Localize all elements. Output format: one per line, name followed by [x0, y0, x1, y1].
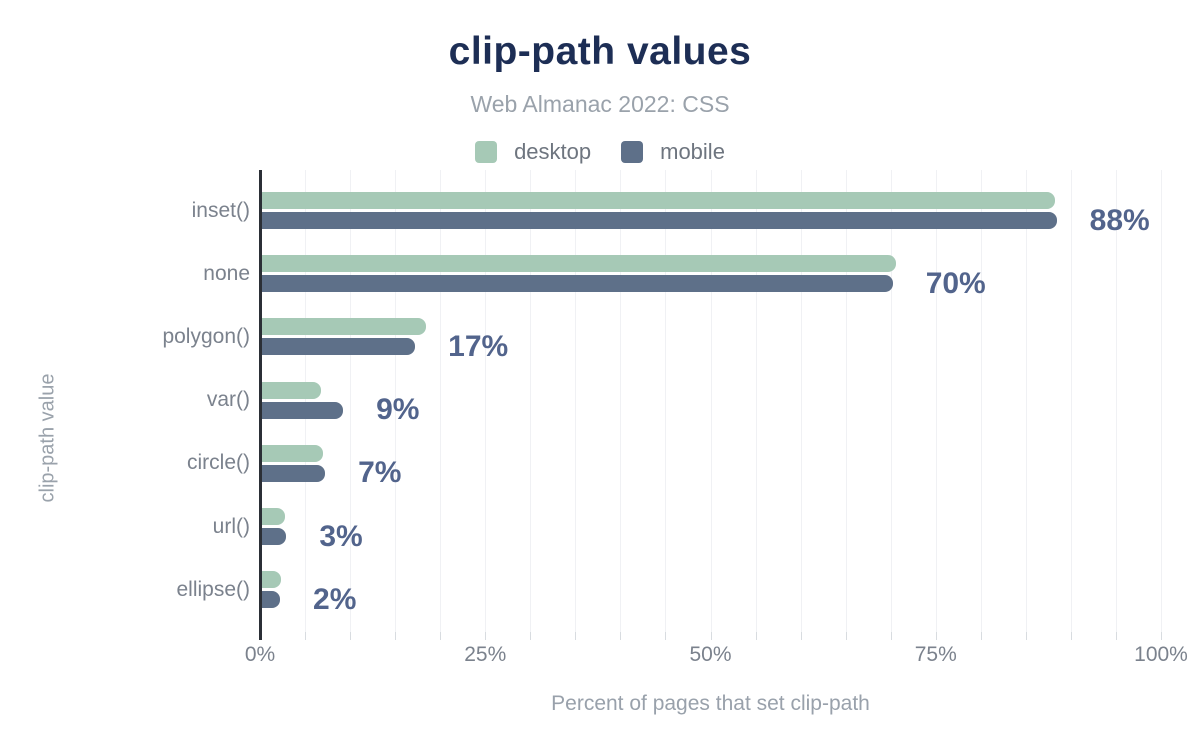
bar-mobile-inset() [262, 212, 1057, 229]
axis-tick [350, 632, 352, 640]
axis-tick [305, 632, 307, 640]
gridline [890, 170, 892, 632]
gridline [350, 170, 352, 632]
axis-tick [530, 632, 532, 640]
bar-desktop-var() [262, 381, 321, 399]
bar-mobile-polygon() [262, 338, 416, 356]
axis-tick [935, 632, 937, 640]
gridline [440, 170, 442, 632]
legend-label: mobile [660, 139, 725, 164]
value-label: 3% [319, 519, 363, 553]
x-tick-label: 75% [914, 643, 957, 666]
category-label: circle() [187, 451, 250, 475]
axis-tick [575, 632, 577, 640]
x-tick-label: 100% [1134, 643, 1188, 666]
chart-subtitle: Web Almanac 2022: CSS [470, 91, 730, 117]
gridline [530, 170, 532, 632]
gridline [1161, 170, 1162, 632]
value-label: 2% [313, 582, 357, 616]
gridline [1070, 170, 1072, 632]
category-label: ellipse() [176, 577, 250, 601]
y-axis-line [259, 170, 262, 640]
axis-tick [1070, 632, 1072, 640]
gridline [305, 170, 307, 632]
bar-mobile-ellipse() [262, 591, 281, 609]
x-axis-title: Percent of pages that set clip-path [551, 692, 870, 715]
axis-tick [485, 632, 487, 640]
value-label: 70% [925, 266, 986, 300]
gridline [755, 170, 757, 632]
gridline [575, 170, 577, 632]
bar-desktop-url() [262, 508, 285, 525]
axis-tick [845, 632, 847, 640]
axis-tick [620, 632, 622, 640]
gridline [935, 170, 937, 632]
bar-desktop-ellipse() [262, 571, 281, 589]
category-label: url() [212, 514, 250, 538]
value-label: 7% [358, 456, 402, 490]
axis-tick [440, 632, 442, 640]
bar-desktop-circle() [262, 444, 324, 462]
bar-mobile-url() [262, 528, 287, 545]
bar-mobile-var() [262, 401, 344, 419]
x-tick-label: 0% [244, 643, 276, 666]
gridline [395, 170, 397, 632]
category-label: var() [206, 388, 250, 412]
category-label: polygon() [162, 324, 250, 348]
gridline [800, 170, 802, 632]
legend-swatch-desktop [475, 141, 498, 163]
axis-tick [1025, 632, 1027, 640]
legend-label: desktop [514, 139, 592, 164]
axis-tick [1115, 632, 1117, 640]
gridline [1025, 170, 1027, 632]
axis-tick [800, 632, 802, 640]
category-label: inset() [191, 198, 250, 222]
axis-tick [1161, 632, 1162, 640]
bar-desktop-inset() [262, 192, 1055, 209]
bar-desktop-polygon() [262, 318, 426, 336]
legend-item-mobile: mobile [621, 139, 725, 165]
gridline [665, 170, 667, 632]
bar-desktop-none [262, 255, 897, 273]
axis-tick [665, 632, 667, 640]
bar-mobile-circle() [262, 464, 326, 482]
bar-mobile-none [262, 275, 893, 293]
gridline [620, 170, 622, 632]
axis-tick [755, 632, 757, 640]
gridline [710, 170, 712, 632]
value-label: 17% [448, 329, 509, 363]
value-label: 88% [1089, 203, 1150, 237]
chart-title: clip-path values [448, 30, 752, 73]
gridline [1115, 170, 1117, 632]
axis-tick [395, 632, 397, 640]
axis-tick [980, 632, 982, 640]
legend: desktop mobile [0, 139, 1200, 165]
value-label: 9% [376, 393, 420, 427]
gridline [980, 170, 982, 632]
axis-tick [890, 632, 892, 640]
legend-item-desktop: desktop [475, 139, 591, 165]
legend-swatch-mobile [621, 141, 644, 163]
axis-tick [710, 632, 712, 640]
x-tick-label: 50% [689, 643, 732, 666]
x-tick-label: 25% [464, 643, 507, 666]
gridline [485, 170, 487, 632]
plot-area: 88% 70% 17% 9% 7% 3% 2% [259, 170, 1162, 640]
gridline [845, 170, 847, 632]
category-label: none [203, 261, 250, 285]
